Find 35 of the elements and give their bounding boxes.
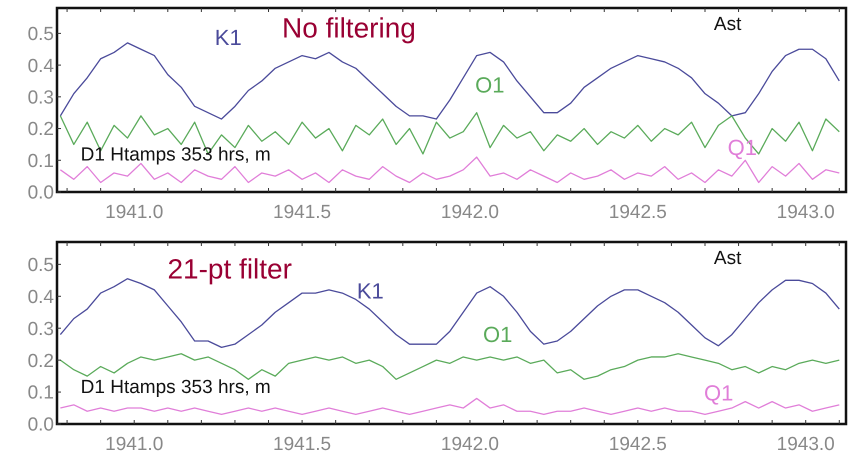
annotation: Ast xyxy=(714,14,742,36)
x-tick-label: 1942.5 xyxy=(608,434,667,455)
x-tick-label: 1941.0 xyxy=(105,434,164,455)
series-label: K1 xyxy=(214,24,242,50)
series-label: Q1 xyxy=(728,135,758,160)
x-tick-label: 1942.5 xyxy=(608,202,667,223)
series-label: O1 xyxy=(475,72,505,98)
y-tick-label: 0.3 xyxy=(28,318,54,340)
y-tick-label: 0.1 xyxy=(28,150,54,172)
x-tick-label: 1941.5 xyxy=(273,202,332,223)
y-tick-label: 0.5 xyxy=(28,255,54,276)
annotation: D1 Htamps 353 hrs, m xyxy=(80,144,271,166)
x-tick-label: 1943.0 xyxy=(776,202,835,223)
line-series xyxy=(60,353,840,380)
y-tick-label: 0.4 xyxy=(28,286,54,308)
x-tick-label: 1942.0 xyxy=(440,434,500,455)
y-tick-label: 0.0 xyxy=(28,182,54,204)
x-tick-label: 1941.0 xyxy=(105,202,164,223)
y-tick-label: 0.2 xyxy=(28,350,54,372)
y-tick-label: 0.5 xyxy=(28,24,54,46)
x-tick-label: 1942.0 xyxy=(440,202,500,223)
annotation: D1 Htamps 353 hrs, m xyxy=(80,377,271,398)
series-label: K1 xyxy=(356,278,384,304)
y-tick-label: 0.1 xyxy=(28,382,54,404)
series-label: Q1 xyxy=(704,380,734,406)
x-tick-label: 1943.0 xyxy=(776,434,835,455)
annotation: Ast xyxy=(714,248,742,269)
series-label: O1 xyxy=(483,322,512,348)
y-tick-label: 0.2 xyxy=(28,119,54,140)
chart-title: 21-pt filter xyxy=(167,253,292,284)
y-tick-label: 0.3 xyxy=(28,87,54,108)
y-tick-label: 0.4 xyxy=(28,56,54,77)
x-tick-label: 1941.5 xyxy=(273,434,332,455)
chart-title: No filtering xyxy=(282,12,416,44)
y-tick-label: 0.0 xyxy=(28,414,54,436)
